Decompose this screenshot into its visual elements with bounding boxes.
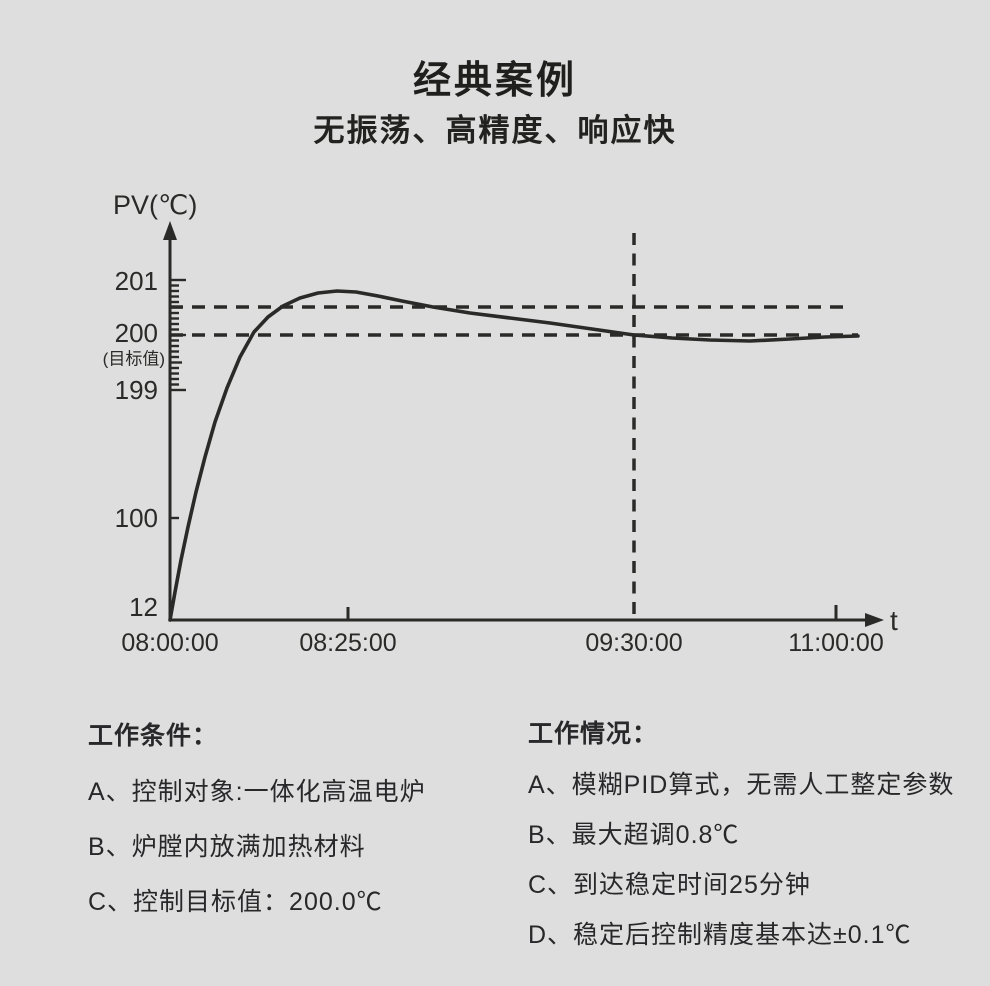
note-item: D、稳定后控制精度基本达±0.1℃ xyxy=(528,921,912,949)
page-title: 经典案例 xyxy=(412,60,577,102)
y-tick-label: 100 xyxy=(115,503,158,533)
working-performance-heading: 工作情况： xyxy=(528,720,659,748)
pv-temperature-chart: 201 200 (目标值) 199 100 12 08:00:00 08:25:00 09:30… xyxy=(103,190,898,657)
y-axis-label: PV(℃) xyxy=(113,190,197,220)
x-tick-label: 08:00:00 xyxy=(121,629,218,657)
x-tick-label: 09:30:00 xyxy=(585,629,682,657)
y-tick-label: 200 xyxy=(115,318,158,348)
note-item: A、模糊PID算式，无需人工整定参数 xyxy=(528,771,955,799)
note-item: C、到达稳定时间25分钟 xyxy=(528,871,811,899)
y-tick-label: 201 xyxy=(115,266,158,296)
y-tick-label: 199 xyxy=(115,375,158,405)
y-axis-arrow xyxy=(163,221,177,240)
y-tick-label: 12 xyxy=(129,592,158,622)
x-tick-label: 11:00:00 xyxy=(788,629,883,657)
working-conditions-column: 工作条件： A、控制对象:一体化高温电炉 B、炉膛内放满加热材料 C、控制目标值… xyxy=(88,716,426,942)
x-axis-arrow xyxy=(865,613,884,627)
page-subtitle: 无振荡、高精度、响应快 xyxy=(313,113,677,148)
pv-curve xyxy=(168,289,860,622)
note-item: B、最大超调0.8℃ xyxy=(528,821,740,849)
working-performance-list: A、模糊PID算式，无需人工整定参数 B、最大超调0.8℃ C、到达稳定时间25… xyxy=(528,770,954,950)
note-item: B、炉膛内放满加热材料 xyxy=(88,833,366,861)
working-conditions-list: A、控制对象:一体化高温电炉 B、炉膛内放满加热材料 C、控制目标值：200.0… xyxy=(88,777,426,917)
working-performance-column: 工作情况： A、模糊PID算式，无需人工整定参数 B、最大超调0.8℃ C、到达… xyxy=(528,714,954,970)
note-item: A、控制对象:一体化高温电炉 xyxy=(88,778,426,806)
working-conditions-heading: 工作条件： xyxy=(88,722,219,750)
x-axis-label: t xyxy=(890,605,898,636)
y-tick-label: (目标值) xyxy=(103,350,165,369)
x-tick-label: 08:25:00 xyxy=(299,629,396,657)
note-item: C、控制目标值：200.0℃ xyxy=(88,888,383,916)
